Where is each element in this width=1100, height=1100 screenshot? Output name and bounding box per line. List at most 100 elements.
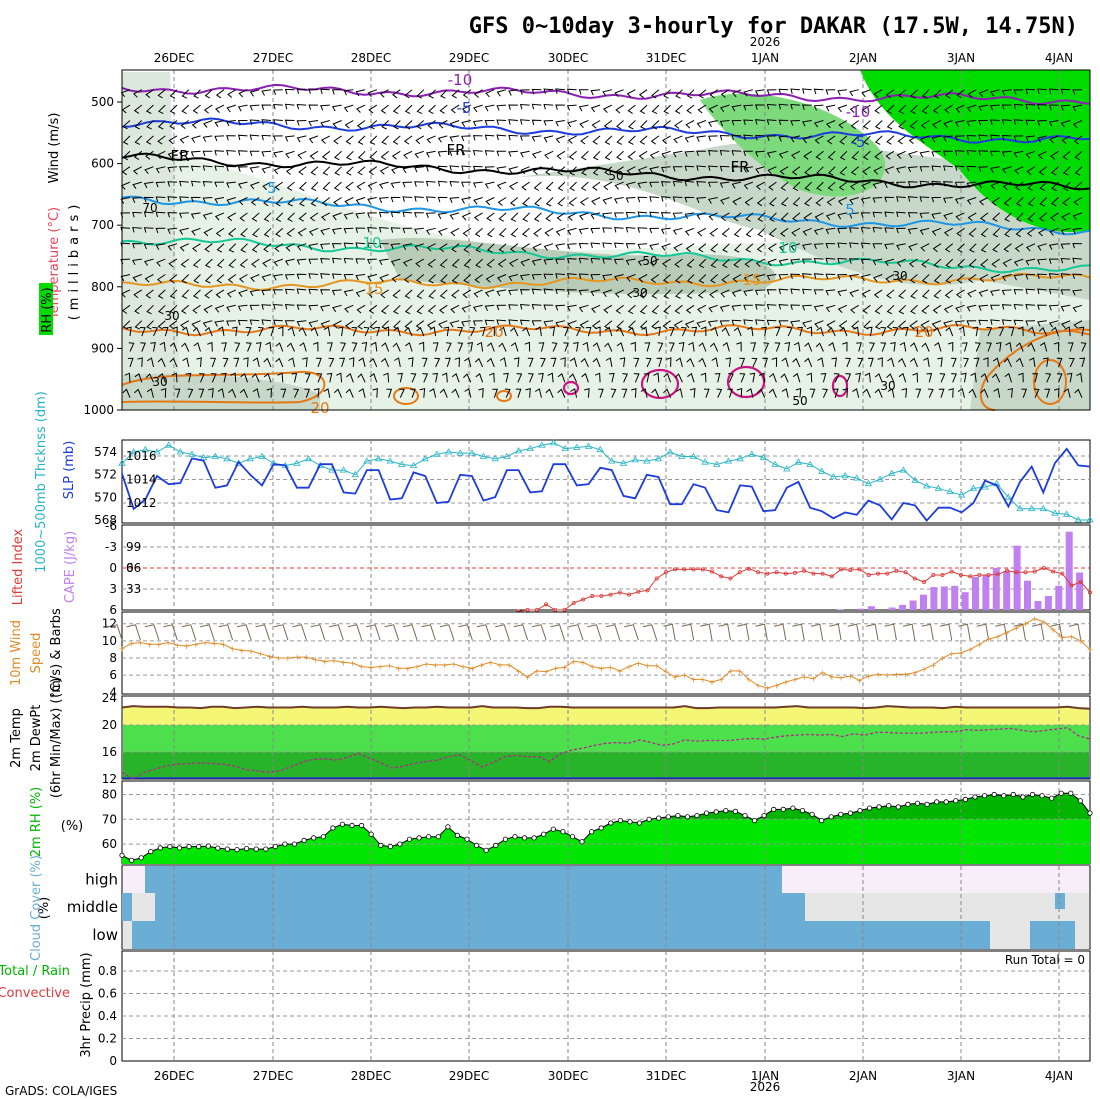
wind-barb bbox=[1001, 119, 1012, 125]
wind10m-barb bbox=[329, 624, 344, 641]
thickness-point bbox=[304, 455, 313, 462]
wind-barb bbox=[864, 372, 871, 383]
wind-barb bbox=[415, 135, 425, 145]
wind-barb bbox=[333, 181, 342, 191]
wind-barb bbox=[784, 341, 791, 352]
wind10m-point: + bbox=[368, 663, 375, 672]
wind-barb bbox=[886, 120, 895, 130]
rh2m-point bbox=[886, 803, 892, 809]
wind-barb bbox=[943, 120, 953, 128]
wind-barb bbox=[437, 212, 448, 219]
wind-barb bbox=[768, 181, 777, 191]
wind-barb bbox=[781, 388, 789, 398]
wind-barb bbox=[449, 181, 460, 187]
wind-barb bbox=[931, 165, 942, 172]
wind-barb bbox=[160, 388, 167, 398]
wind10m-point: + bbox=[921, 665, 928, 674]
rh2m-point bbox=[349, 822, 355, 829]
wind-barb bbox=[700, 326, 707, 337]
wind-barb bbox=[909, 274, 918, 284]
wind10m-point: + bbox=[331, 657, 338, 666]
wind-barb bbox=[449, 165, 460, 171]
wind-barb bbox=[557, 166, 566, 176]
rh-contour-label: 30 bbox=[892, 269, 907, 283]
thickness-point bbox=[829, 473, 838, 480]
lifted-index-point bbox=[1023, 570, 1028, 575]
wind10m-point: + bbox=[257, 650, 264, 659]
wind-barb bbox=[261, 289, 272, 296]
wind-barb bbox=[261, 319, 272, 325]
wind-barb bbox=[637, 196, 648, 203]
thickness-point bbox=[643, 457, 651, 464]
wind-barb bbox=[343, 257, 354, 264]
wind-barb bbox=[872, 243, 883, 249]
wind-barb bbox=[684, 150, 695, 157]
wind-barb bbox=[653, 372, 660, 383]
wind-barb bbox=[820, 373, 827, 383]
wind-barb bbox=[414, 227, 424, 235]
wind-barb bbox=[191, 320, 201, 329]
cloud-high bbox=[145, 866, 782, 893]
wind-barb bbox=[766, 135, 777, 141]
wind-barb bbox=[591, 120, 601, 129]
top-date-label: 1JAN bbox=[751, 51, 779, 65]
wind-barb bbox=[873, 166, 883, 175]
wind-barb bbox=[890, 341, 896, 352]
wind10m-point: + bbox=[451, 660, 458, 669]
wind-barb bbox=[220, 372, 227, 383]
cloud-low bbox=[132, 921, 160, 949]
rh-contour-label: 50 bbox=[792, 394, 807, 408]
wind-barb bbox=[768, 388, 777, 398]
wind-barb bbox=[578, 257, 589, 264]
wind-barb bbox=[367, 227, 377, 233]
rh2m-point bbox=[473, 842, 480, 849]
wind-barb bbox=[437, 180, 448, 187]
wind-barb bbox=[390, 196, 401, 203]
wind-barb bbox=[615, 104, 624, 114]
wind-barb bbox=[180, 320, 190, 329]
wind-barb bbox=[849, 274, 859, 281]
wind-barb bbox=[884, 196, 895, 203]
wind-barb bbox=[910, 289, 918, 299]
wind-barb bbox=[265, 341, 272, 352]
wind10m-point: + bbox=[1041, 618, 1048, 627]
wind-barb bbox=[605, 357, 613, 367]
cape-bar bbox=[920, 594, 927, 610]
wind-barb bbox=[568, 197, 577, 207]
wind-barb bbox=[733, 258, 742, 268]
wind-barb bbox=[637, 243, 648, 250]
rh2m-point bbox=[828, 814, 834, 820]
wind-barb bbox=[190, 150, 201, 157]
bottom-date-label: 30DEC bbox=[548, 1069, 588, 1083]
rh2m-point bbox=[196, 843, 202, 850]
wind-barb bbox=[156, 258, 166, 267]
wind-barb bbox=[190, 212, 201, 219]
wind-barb bbox=[1013, 103, 1024, 110]
rh2m-point bbox=[761, 812, 767, 819]
wind-barb bbox=[778, 103, 789, 110]
wind10m-point: + bbox=[303, 653, 310, 662]
wind-barb bbox=[181, 289, 190, 299]
wind10m-point: + bbox=[911, 669, 918, 678]
wind-barb bbox=[920, 243, 930, 252]
wind10m-barb bbox=[402, 624, 418, 641]
top-date-label: 30DEC bbox=[548, 51, 588, 65]
wind-barb bbox=[684, 180, 695, 187]
wind-barb bbox=[157, 320, 166, 330]
wind-barb bbox=[449, 150, 460, 157]
wind-barb bbox=[555, 243, 565, 250]
wind-barb bbox=[815, 150, 824, 161]
wind-barb bbox=[336, 372, 343, 383]
wind-barb bbox=[132, 166, 143, 175]
wind-barb bbox=[531, 150, 542, 159]
wind-barb bbox=[508, 104, 518, 110]
top-date-label: 2JAN bbox=[849, 51, 877, 65]
wind-barb bbox=[367, 258, 377, 265]
rh2m-tick-label: 60 bbox=[102, 837, 117, 851]
wind-barb bbox=[619, 357, 626, 367]
wind-barb bbox=[346, 150, 354, 161]
temp2m-label: 2m Temp bbox=[9, 708, 24, 768]
wind-barb bbox=[709, 227, 718, 237]
rh-contour-label: 30 bbox=[164, 309, 179, 323]
